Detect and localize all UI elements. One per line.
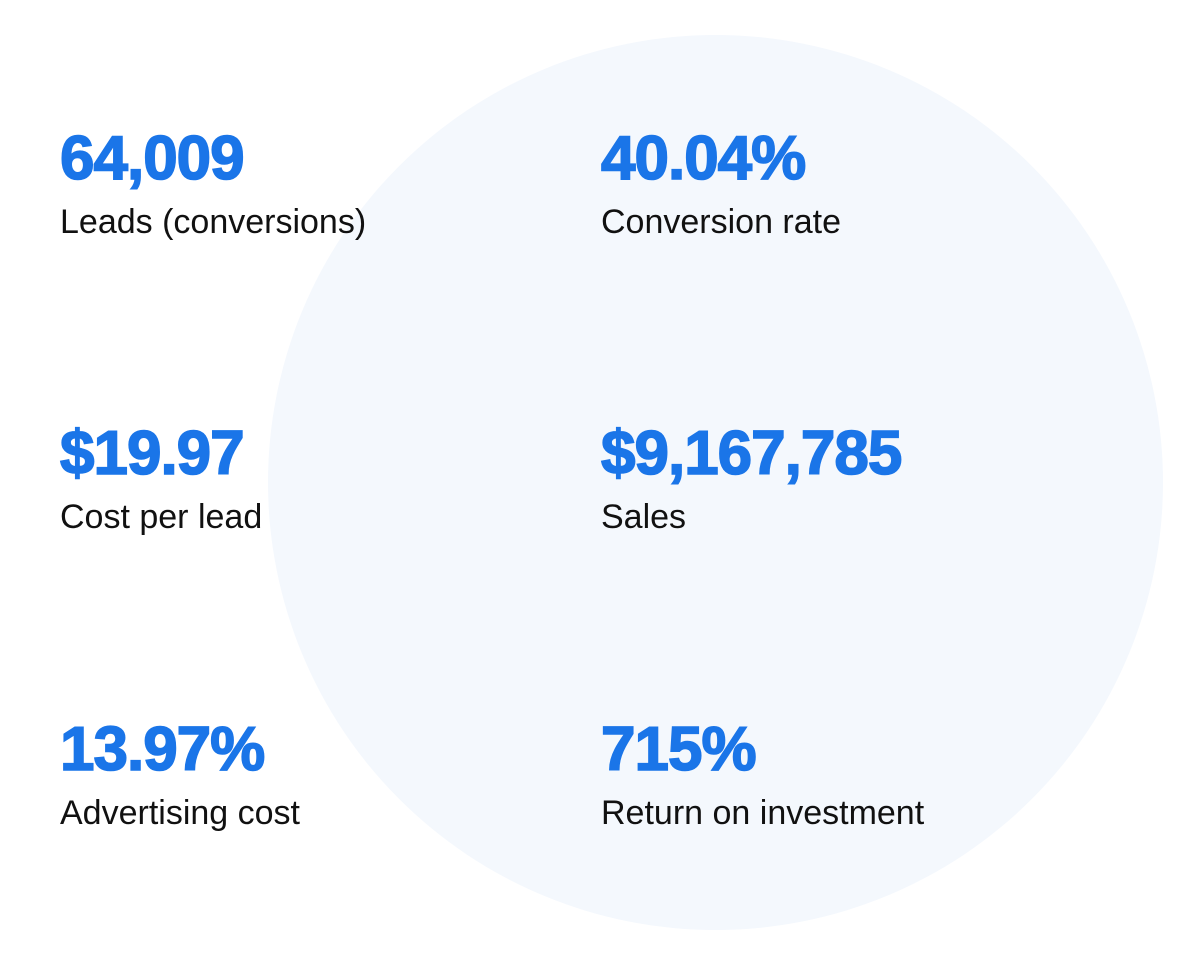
background-circle — [268, 35, 1163, 930]
stat-label: Cost per lead — [60, 498, 263, 536]
stat-conversion-rate: 40.04% Conversion rate — [600, 124, 1121, 242]
stat-value: 40.04% — [600, 124, 807, 193]
stat-value: 64,009 — [59, 124, 245, 193]
stat-value: $9,167,785 — [600, 419, 903, 488]
stat-label: Advertising cost — [60, 794, 300, 832]
stat-label: Conversion rate — [601, 203, 842, 241]
stat-value: $19.97 — [59, 419, 245, 488]
stat-advertising-cost: 13.97% Advertising cost — [59, 715, 580, 833]
stat-leads: 64,009 Leads (conversions) — [59, 124, 580, 242]
stat-cost-per-lead: $19.97 Cost per lead — [59, 419, 580, 537]
stat-label: Sales — [601, 498, 687, 536]
stat-value: 715% — [600, 715, 757, 784]
stat-label: Leads (conversions) — [60, 203, 367, 241]
stat-return-on-investment: 715% Return on investment — [600, 715, 1121, 833]
stat-label: Return on investment — [601, 794, 925, 832]
stat-value: 13.97% — [59, 715, 266, 784]
stat-sales: $9,167,785 Sales — [600, 419, 1121, 537]
